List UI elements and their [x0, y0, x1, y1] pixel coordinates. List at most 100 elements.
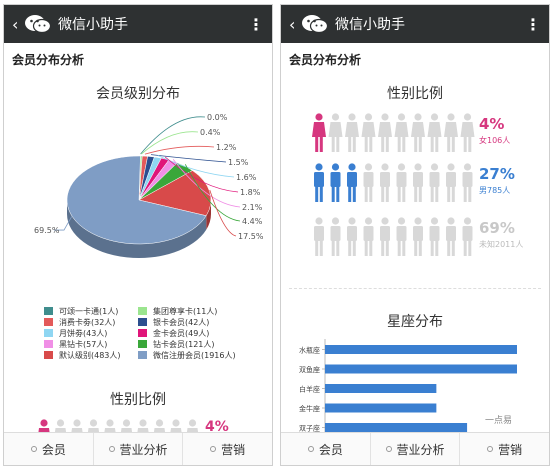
gender-person-icon: [446, 163, 456, 202]
more-menu-icon[interactable]: ⋮: [525, 14, 541, 34]
back-arrow-icon[interactable]: ‹: [289, 14, 296, 34]
legend-label: 钻卡会员(121人): [153, 339, 215, 349]
gender-person-icon: [396, 217, 407, 256]
partial-person-icon: [71, 419, 83, 433]
legend-swatch: [138, 340, 147, 348]
gender-icon-chart: 4% 女106人 27% 男785人 69% 未知2011人: [312, 113, 523, 256]
pie-data-label: 1.5%: [228, 158, 249, 167]
tab-member[interactable]: 会员: [4, 433, 94, 465]
zodiac-tick-label: 双子座: [299, 424, 320, 433]
title-bar: ‹ 微信小助手 ⋮: [4, 5, 272, 43]
gender-person-icon: [361, 113, 376, 152]
tab-marketing[interactable]: 营销: [460, 433, 549, 465]
pie-data-label: 2.1%: [242, 203, 263, 212]
tab-label: 营销: [221, 442, 246, 457]
gender-person-icon: [363, 163, 374, 202]
partial-person-icon: [170, 419, 182, 433]
legend-swatch: [44, 351, 53, 359]
pie-data-label: 1.8%: [240, 188, 261, 197]
zodiac-bar: [325, 364, 517, 374]
partial-person-icon: [87, 419, 100, 433]
legend-item: 集团尊享卡(11人): [138, 306, 268, 316]
pie-label-leader: [54, 215, 73, 231]
legend-swatch: [44, 329, 53, 337]
legend-label: 金卡会员(49人): [153, 328, 210, 338]
legend-swatch: [44, 307, 53, 315]
gender-person-icon: [363, 217, 374, 256]
tab-label: 会员: [318, 442, 343, 457]
gender-person-icon: [394, 113, 409, 152]
gender-person-icon: [411, 113, 425, 152]
legend-item: 银卡会员(42人): [138, 317, 268, 327]
right-phone-screen: ‹ 微信小助手 ⋮ 会员分布分析 性别比例 4% 女106人 27% 男785人 69%…: [280, 4, 550, 466]
gender-pct-label: 69%: [479, 219, 515, 237]
legend-item: 钻卡会员(121人): [138, 339, 268, 349]
legend-swatch: [138, 318, 147, 326]
zodiac-bar: [325, 384, 437, 393]
app-title: 微信小助手: [58, 17, 128, 33]
gender-count-label: 女106人: [479, 135, 510, 145]
zodiac-bar: [325, 345, 517, 354]
partial-female-icons: [38, 419, 199, 433]
tab-marketing[interactable]: 营销: [183, 433, 272, 465]
pie-data-label: 0.0%: [207, 113, 228, 122]
zodiac-bar: [325, 423, 468, 432]
legend-item: 金卡会员(49人): [138, 328, 268, 338]
app-title: 微信小助手: [335, 17, 405, 33]
tab-business-analysis[interactable]: 营业分析: [94, 433, 184, 465]
zodiac-tick-label: 白羊座: [299, 385, 320, 394]
legend-label: 微信注册会员(1916人): [153, 350, 236, 360]
gender-count-label: 男785人: [479, 186, 510, 195]
gender-person-icon: [462, 163, 473, 202]
partial-person-icon: [137, 419, 149, 433]
gender-person-icon: [347, 163, 357, 202]
gender-pct-label: 27%: [479, 165, 515, 183]
legend-label: 可颂一卡通(1人): [59, 306, 119, 316]
legend-swatch: [138, 307, 147, 315]
pie-label-leader: [184, 164, 241, 222]
section-title: 会员分布分析: [289, 53, 362, 67]
tab-label: 营销: [498, 442, 523, 457]
partial-person-icon: [186, 419, 199, 433]
gender-person-icon: [460, 113, 475, 152]
gender-person-icon: [314, 163, 324, 202]
section-title: 会员分布分析: [12, 53, 85, 67]
gender-person-icon: [380, 163, 390, 202]
tab-dot-icon: [487, 446, 494, 452]
pie-data-label: 0.4%: [200, 128, 221, 137]
back-arrow-icon[interactable]: ‹: [12, 14, 19, 34]
tab-dot-icon: [30, 446, 37, 452]
tab-business-analysis[interactable]: 营业分析: [371, 433, 461, 465]
pie-label-leader: [141, 131, 199, 155]
tab-label: 会员: [41, 442, 66, 457]
pie-data-label: 69.5%: [34, 226, 60, 235]
more-menu-icon[interactable]: ⋮: [248, 14, 264, 34]
legend-item: 消费卡劵(32人): [44, 317, 138, 327]
legend-label: 月饼劵(43人): [59, 328, 108, 338]
partial-person-icon: [153, 419, 166, 433]
gender-count-label: 未知2011人: [479, 239, 523, 249]
legend-item: 可颂一卡通(1人): [44, 306, 138, 316]
partial-person-icon: [38, 419, 50, 433]
tab-member[interactable]: 会员: [281, 433, 371, 465]
legend-swatch: [44, 340, 53, 348]
gender-person-icon: [312, 113, 326, 152]
zodiac-bar: [325, 403, 437, 413]
legend-swatch: [138, 351, 147, 359]
gender-chart-title-left: 性别比例: [110, 392, 166, 408]
pie-chart-title: 会员级别分布: [96, 86, 180, 102]
legend-item: 默认级别(483人): [44, 350, 138, 360]
gender-person-icon: [345, 113, 359, 152]
gender-person-icon: [446, 217, 456, 256]
gender-person-icon: [413, 163, 423, 202]
gender-person-icon: [314, 217, 324, 256]
pie-data-label: 17.5%: [238, 232, 264, 241]
tab-dot-icon: [210, 446, 217, 452]
pie-data-label: 1.2%: [216, 143, 237, 152]
pie-data-label: 1.6%: [236, 173, 257, 182]
pie-label-leader: [144, 145, 215, 155]
pie-data-label: 4.4%: [242, 217, 263, 226]
pie-legend: 可颂一卡通(1人) 集团尊享卡(11人) 消费卡劵(32人) 银卡会员(42人) 月饼劵…: [44, 306, 269, 360]
pie-label-leader: [164, 156, 239, 193]
